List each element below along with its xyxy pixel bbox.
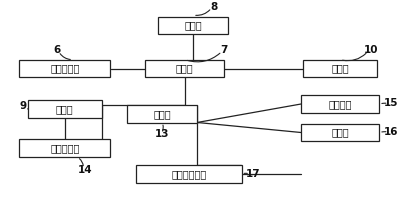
- Bar: [158, 17, 228, 34]
- Text: 无线通信组件: 无线通信组件: [171, 169, 207, 179]
- Text: 10: 10: [364, 45, 378, 55]
- Bar: [300, 124, 379, 141]
- Text: 报警器: 报警器: [56, 104, 73, 114]
- Text: 电流传感器: 电流传感器: [50, 64, 80, 74]
- Text: 6: 6: [53, 45, 60, 55]
- Text: 17: 17: [246, 169, 260, 179]
- Bar: [20, 60, 110, 77]
- Text: 警示灯: 警示灯: [184, 20, 202, 30]
- Text: 亮度传感器: 亮度传感器: [50, 143, 80, 153]
- Text: 9: 9: [20, 101, 27, 111]
- Bar: [136, 165, 242, 183]
- Text: 显示器: 显示器: [331, 64, 349, 74]
- Text: 14: 14: [78, 165, 93, 175]
- Text: 照明灯: 照明灯: [153, 109, 171, 119]
- Text: 摄像组件: 摄像组件: [328, 99, 352, 109]
- Text: 控制器: 控制器: [176, 64, 193, 74]
- Text: 8: 8: [210, 2, 217, 12]
- Bar: [20, 139, 110, 157]
- Bar: [300, 95, 379, 113]
- Bar: [303, 60, 377, 77]
- Text: 16: 16: [384, 127, 399, 137]
- Text: 存储器: 存储器: [331, 128, 349, 138]
- Bar: [146, 60, 224, 77]
- Text: 13: 13: [155, 130, 169, 139]
- Text: 15: 15: [384, 98, 399, 108]
- Text: 7: 7: [220, 45, 228, 55]
- Bar: [27, 100, 102, 118]
- Bar: [127, 105, 197, 123]
